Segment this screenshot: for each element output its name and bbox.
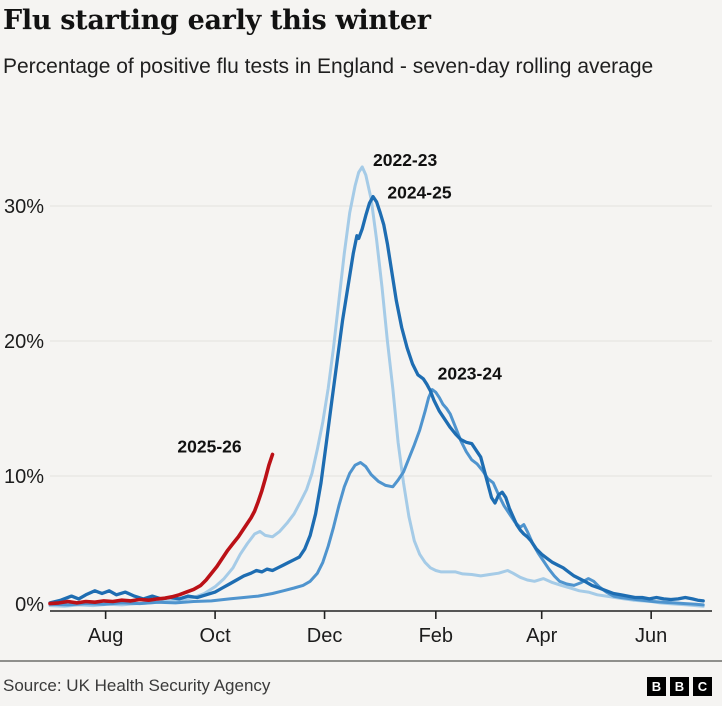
series-line-2025-26 <box>48 452 275 606</box>
y-tick-label: 10% <box>4 466 44 488</box>
y-tick-label: 30% <box>4 196 44 218</box>
x-tick-label: Aug <box>88 625 124 647</box>
chart-subtitle: Percentage of positive flu tests in Engl… <box>3 55 654 78</box>
source-text: Source: UK Health Security Agency <box>3 676 271 695</box>
bbc-logo-letter: B <box>670 677 689 696</box>
series-line-2024-25 <box>48 194 705 605</box>
bbc-logo: B B C <box>647 677 712 696</box>
footer-divider <box>0 660 722 662</box>
x-tick-label: Oct <box>200 625 232 647</box>
y-tick-label: 20% <box>4 331 44 353</box>
series-line-2022-23 <box>48 165 705 608</box>
series-label-2022-23: 2022-23 <box>373 150 437 170</box>
x-tick-label: Jun <box>635 625 667 647</box>
series-line-2023-24 <box>48 388 705 607</box>
bbc-logo-letter: B <box>647 677 666 696</box>
y-tick-label: 0% <box>15 594 44 616</box>
x-tick-label: Feb <box>419 625 453 647</box>
page-title: Flu starting early this winter <box>3 5 431 36</box>
x-tick-label: Dec <box>307 625 343 647</box>
bbc-logo-letter: C <box>693 677 712 696</box>
series-label-2024-25: 2024-25 <box>387 183 451 203</box>
series-label-2025-26: 2025-26 <box>177 436 241 456</box>
series-label-2023-24: 2023-24 <box>438 363 502 383</box>
x-tick-label: Apr <box>526 625 557 647</box>
